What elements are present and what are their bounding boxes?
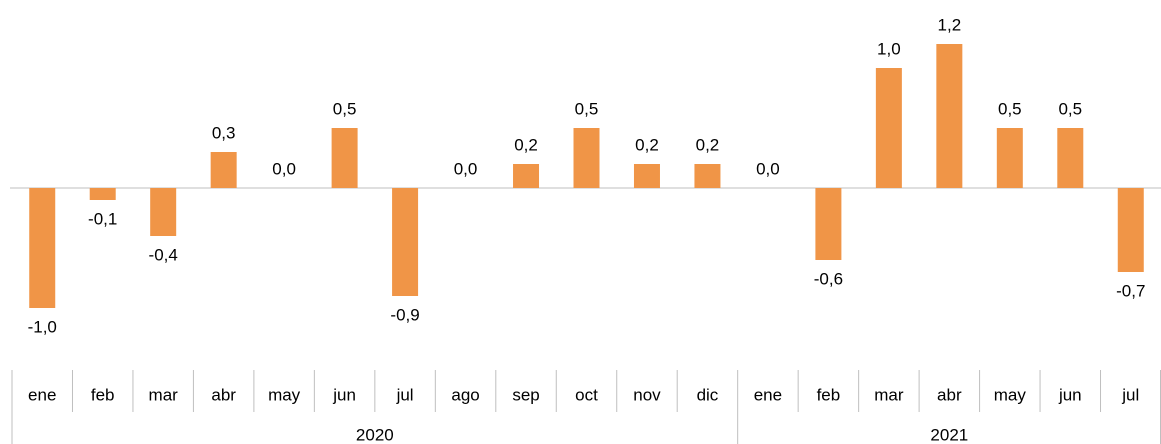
x-tick-label: may: [994, 385, 1027, 404]
x-tick-label: ago: [451, 385, 479, 404]
x-tick-label: mar: [149, 385, 179, 404]
value-label: -0,6: [814, 269, 843, 288]
x-tick-label: jul: [1121, 385, 1139, 404]
value-label: 1,2: [938, 15, 962, 34]
bar: [150, 188, 177, 236]
value-label: 0,0: [272, 159, 296, 178]
value-label: -0,9: [390, 305, 419, 324]
x-tick-label: jun: [332, 385, 356, 404]
bar: [875, 68, 902, 188]
group-label: 2020: [356, 425, 394, 444]
value-label: 0,0: [756, 159, 780, 178]
bar: [210, 152, 237, 188]
x-tick-label: feb: [817, 385, 841, 404]
x-tick-label: sep: [512, 385, 539, 404]
x-tick-label: abr: [937, 385, 962, 404]
value-label: 0,2: [635, 135, 659, 154]
value-label: 0,0: [454, 159, 478, 178]
value-label: 1,0: [877, 39, 901, 58]
value-label: -1,0: [28, 317, 57, 336]
value-label: 0,2: [514, 135, 538, 154]
value-label: 0,5: [333, 99, 357, 118]
x-tick-label: ene: [28, 385, 56, 404]
value-label: 0,5: [575, 99, 599, 118]
group-label: 2021: [930, 425, 968, 444]
bar: [29, 188, 56, 308]
value-label: -0,1: [88, 209, 117, 228]
x-tick-label: ene: [754, 385, 782, 404]
x-tick-label: oct: [575, 385, 598, 404]
x-tick-label: nov: [633, 385, 661, 404]
x-tick-label: feb: [91, 385, 115, 404]
value-label: -0,4: [149, 245, 178, 264]
bar: [1057, 128, 1084, 188]
x-tick-label: jun: [1058, 385, 1082, 404]
bar: [392, 188, 419, 296]
bar: [815, 188, 842, 260]
bar: [996, 128, 1023, 188]
bar: [331, 128, 358, 188]
bar: [633, 164, 660, 188]
value-label: 0,5: [998, 99, 1022, 118]
bar: [89, 188, 116, 200]
bar: [936, 44, 963, 188]
bar: [1117, 188, 1144, 272]
x-tick-label: mar: [874, 385, 904, 404]
x-tick-label: dic: [697, 385, 719, 404]
x-tick-label: jul: [396, 385, 414, 404]
bar: [694, 164, 721, 188]
value-label: 0,2: [696, 135, 720, 154]
value-label: 0,5: [1058, 99, 1082, 118]
x-tick-label: abr: [211, 385, 236, 404]
bar: [513, 164, 540, 188]
bar: [573, 128, 600, 188]
x-tick-label: may: [268, 385, 301, 404]
value-label: -0,7: [1116, 281, 1145, 300]
value-label: 0,3: [212, 123, 236, 142]
